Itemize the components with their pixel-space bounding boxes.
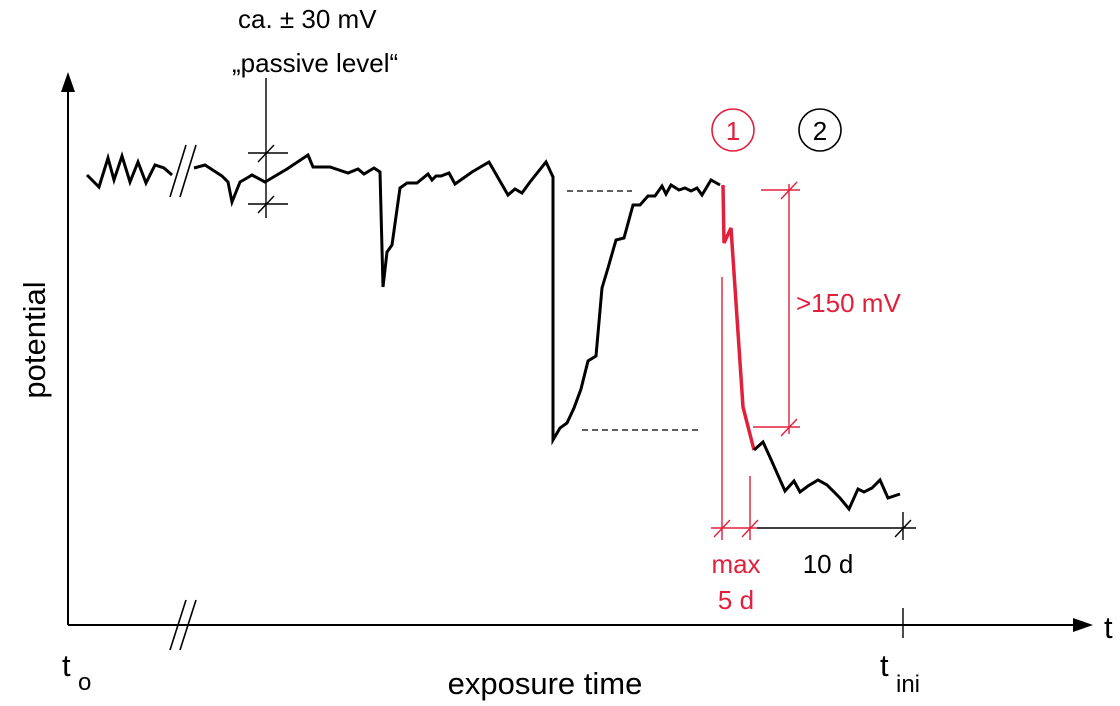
curve-break (169, 144, 197, 198)
passive-range-label: ca. ± 30 mV (238, 4, 377, 34)
max-5d-dimension (711, 277, 759, 540)
marker-1-circle (711, 108, 755, 152)
max-duration-label: 5 d (718, 585, 754, 615)
x-axis-break (169, 599, 197, 651)
x-axis-label: exposure time (448, 666, 643, 701)
tini-subscript: ini (896, 671, 920, 698)
potential-curve-part-3 (753, 439, 901, 512)
x-axis-arrow-label: t (1104, 610, 1113, 645)
potential-curve-part-1 (85, 151, 173, 190)
y-axis-arrowhead (61, 72, 75, 92)
10d-dimension (757, 512, 916, 540)
drop-dimension (753, 181, 800, 437)
x-axis-arrowhead (1073, 618, 1093, 632)
passive-band-dimension (248, 78, 288, 218)
tini-label: t (880, 648, 889, 683)
t0-subscript: o (78, 669, 91, 696)
marker-2-label: 2 (813, 116, 827, 146)
potential-curve-part-2 (193, 152, 721, 446)
y-axis-label: potential (17, 281, 52, 398)
marker-1-label: 1 (726, 116, 740, 146)
drop-threshold-label: >150 mV (796, 288, 901, 318)
marker-2-circle (798, 108, 842, 152)
ten-days-label: 10 d (803, 549, 854, 579)
potential-drop-segment (721, 184, 756, 451)
t0-label: t (62, 648, 71, 683)
passive-level-label: „passive level“ (232, 48, 398, 78)
max-label: max (711, 549, 760, 579)
